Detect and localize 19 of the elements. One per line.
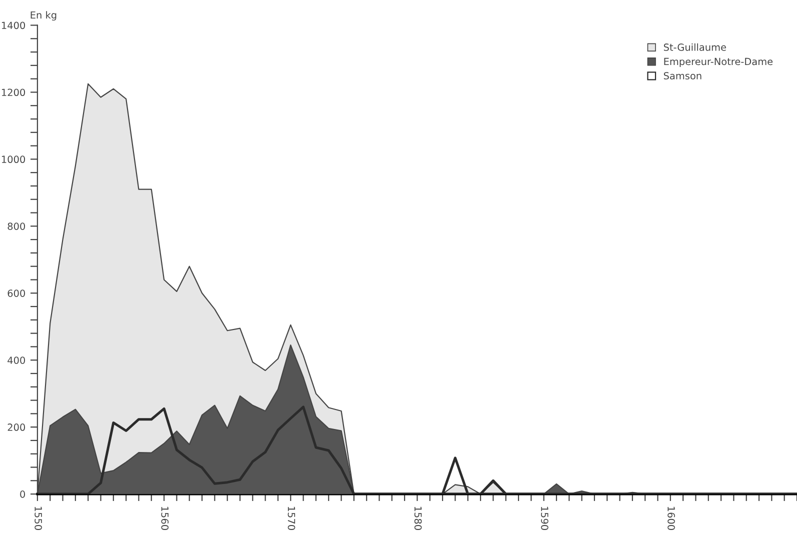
legend-label: Empereur-Notre-Dame	[664, 58, 773, 68]
legend-label: St-Guillaume	[664, 43, 726, 51]
legend-label: Samson	[664, 72, 702, 80]
x-tick-label: 1600	[668, 506, 675, 530]
line-series	[37, 406, 797, 494]
y-tick-label: 1000	[2, 156, 26, 164]
x-tick-label: 1570	[288, 506, 296, 530]
y-tick-label: 400	[8, 356, 26, 364]
y-tick-label: 1400	[2, 22, 26, 30]
x-tick-label: 1550	[34, 506, 42, 530]
y-tick-label: 600	[8, 290, 26, 297]
y-tick-label: 800	[8, 222, 26, 230]
x-tick-label: 1560	[161, 506, 169, 530]
x-tick-label: 1590	[541, 506, 548, 530]
x-tick-label: 1580	[414, 506, 422, 530]
y-tick-label: 200	[8, 424, 26, 431]
y-axis-title: En kg	[30, 11, 56, 21]
y-tick-label: 1200	[2, 88, 26, 96]
y-tick-label: 0	[20, 490, 26, 498]
